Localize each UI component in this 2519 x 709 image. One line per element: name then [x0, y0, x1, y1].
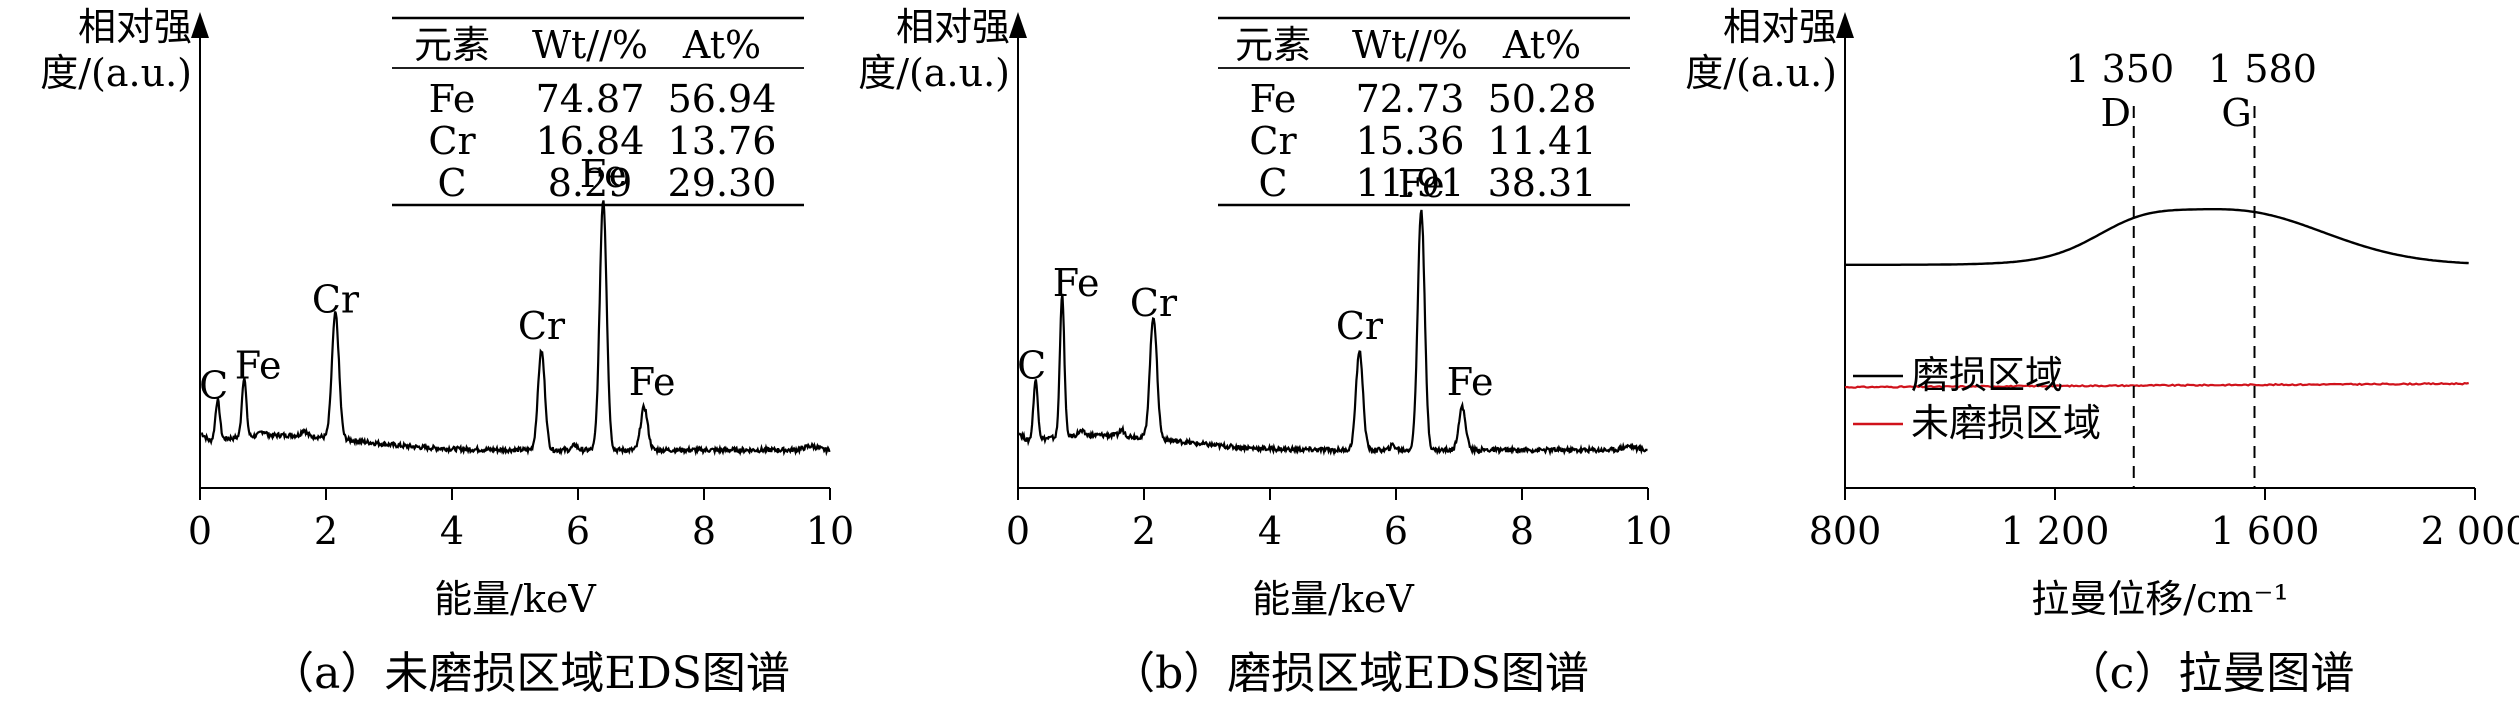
- table-header-cell: At%: [682, 23, 761, 67]
- table-cell: 38.31: [1488, 161, 1597, 205]
- table-cell: Cr: [1249, 119, 1297, 163]
- table-cell: 29.30: [668, 161, 777, 205]
- peak-label: Fe: [235, 344, 282, 388]
- x-tick-label: 2 000: [2421, 509, 2519, 553]
- y-axis-label-line2: 度/(a.u.): [858, 51, 1010, 95]
- legend-label: 磨损区域: [1911, 353, 2063, 397]
- y-axis-arrow: [1009, 12, 1027, 38]
- table-cell: 16.84: [536, 119, 645, 163]
- x-axis-label: 能量/keV: [1252, 577, 1414, 621]
- peak-label: Cr: [518, 304, 566, 348]
- series-line-unworn: [1844, 381, 2469, 389]
- x-tick-label: 2: [1132, 509, 1156, 553]
- table-cell: 13.76: [668, 119, 777, 163]
- x-tick-label: 0: [188, 509, 212, 553]
- peak-label: Cr: [1130, 281, 1178, 325]
- table-header-cell: 元素: [414, 23, 490, 67]
- panel-caption: （c）拉曼图谱: [2066, 648, 2355, 699]
- panel-caption: （a）未磨损区域EDS图谱: [270, 648, 790, 699]
- table-cell: 56.94: [668, 77, 777, 121]
- panel-caption: （b）磨损区域EDS图谱: [1111, 648, 1589, 699]
- vline-value-label: 1 350: [2065, 47, 2174, 91]
- x-tick-label: 10: [806, 509, 854, 553]
- x-tick-label: 1 600: [2211, 509, 2320, 553]
- x-tick-label: 8: [692, 509, 716, 553]
- table-header-cell: At%: [1502, 23, 1581, 67]
- vline-value-label: 1 580: [2208, 47, 2317, 91]
- table-cell: 8.29: [548, 161, 633, 205]
- table-cell: Fe: [429, 77, 476, 121]
- x-axis-label: 能量/keV: [434, 577, 596, 621]
- x-tick-label: 1 200: [2001, 509, 2110, 553]
- peak-label: Fe: [1398, 162, 1445, 206]
- table-cell: C: [1258, 161, 1287, 205]
- table-cell: C: [437, 161, 466, 205]
- spectrum-line: [200, 200, 831, 457]
- table-cell: 15.36: [1356, 119, 1465, 163]
- peak-label: C: [1017, 344, 1046, 388]
- vline-band-label: G: [2221, 91, 2251, 135]
- spectrum-line: [1018, 209, 1648, 457]
- x-tick-label: 6: [1384, 509, 1408, 553]
- y-axis-arrow: [191, 12, 209, 38]
- x-tick-label: 4: [440, 509, 464, 553]
- table-header-cell: 元素: [1235, 23, 1311, 67]
- series-line-worn: [1845, 208, 2469, 266]
- y-axis-label-line2: 度/(a.u.): [40, 51, 192, 95]
- y-axis-label-line1: 相对强: [1723, 5, 1837, 49]
- table-cell: Cr: [428, 119, 476, 163]
- peak-label: Fe: [1447, 360, 1494, 404]
- y-axis-label-line1: 相对强: [78, 5, 192, 49]
- vline-band-label: D: [2101, 91, 2131, 135]
- table-cell: 11.91: [1356, 161, 1465, 205]
- x-tick-label: 4: [1258, 509, 1282, 553]
- table-header-cell: Wt//%: [532, 23, 648, 67]
- y-axis-label-line2: 度/(a.u.): [1685, 51, 1837, 95]
- peak-label: Cr: [1336, 304, 1384, 348]
- x-tick-label: 2: [314, 509, 338, 553]
- peak-label: Cr: [312, 278, 360, 322]
- table-cell: 50.28: [1488, 77, 1597, 121]
- y-axis-label-line1: 相对强: [896, 5, 1010, 49]
- legend-label: 未磨损区域: [1911, 401, 2101, 445]
- y-axis-arrow: [1836, 12, 1854, 38]
- table-cell: 72.73: [1356, 77, 1465, 121]
- peak-label: Fe: [1053, 261, 1100, 305]
- x-axis-label: 拉曼位移/cm⁻¹: [2031, 577, 2288, 621]
- peak-label: C: [199, 363, 228, 407]
- peak-label: Fe: [629, 360, 676, 404]
- x-tick-label: 800: [1809, 509, 1882, 553]
- table-cell: Fe: [1250, 77, 1297, 121]
- x-tick-label: 0: [1006, 509, 1030, 553]
- x-tick-label: 10: [1624, 509, 1672, 553]
- table-cell: 11.41: [1488, 119, 1597, 163]
- table-cell: 74.87: [536, 77, 645, 121]
- table-header-cell: Wt//%: [1352, 23, 1468, 67]
- x-tick-label: 8: [1510, 509, 1534, 553]
- x-tick-label: 6: [566, 509, 590, 553]
- peak-label: Fe: [580, 152, 627, 196]
